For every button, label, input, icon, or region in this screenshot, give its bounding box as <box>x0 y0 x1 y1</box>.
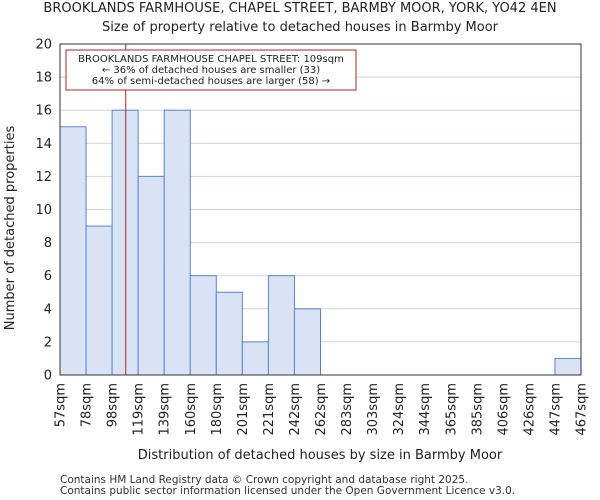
y-tick-label: 14 <box>35 137 52 152</box>
y-tick-label: 20 <box>35 38 52 53</box>
annotation-border <box>65 49 357 91</box>
bar-447sqm <box>554 357 582 376</box>
annotation-box: BROOKLANDS FARMHOUSE CHAPEL STREET: 109s… <box>65 49 357 91</box>
x-tick-label: 221sqm <box>262 383 277 436</box>
x-tick-label: 365sqm <box>444 383 459 436</box>
x-tick-label: 344sqm <box>418 383 433 436</box>
x-tick-label: 57sqm <box>54 383 69 427</box>
bar-119sqm <box>137 175 165 376</box>
x-tick-label: 119sqm <box>132 383 147 436</box>
footer-line-1: Contains HM Land Registry data © Crown c… <box>60 474 468 486</box>
chart-title: BROOKLANDS FARMHOUSE, CHAPEL STREET, BAR… <box>43 1 556 16</box>
x-tick-label: 180sqm <box>210 383 225 436</box>
bar-57sqm <box>59 126 87 376</box>
bar-201sqm <box>241 341 269 376</box>
chart-subtitle: Size of property relative to detached ho… <box>102 20 499 35</box>
x-tick-label: 98sqm <box>106 383 121 427</box>
y-tick-label: 18 <box>35 71 52 86</box>
x-tick-label: 385sqm <box>470 383 485 436</box>
bar-221sqm <box>267 275 295 376</box>
annotation-line-2: ← 36% of detached houses are smaller (33… <box>102 65 320 76</box>
y-tick-label: 2 <box>44 335 52 350</box>
x-tick-label: 283sqm <box>340 383 355 436</box>
y-tick-label: 0 <box>44 369 52 384</box>
y-axis-label: Number of detached properties <box>3 126 18 331</box>
x-tick-label: 242sqm <box>288 383 303 436</box>
bar-242sqm <box>293 308 322 376</box>
x-tick-label: 406sqm <box>496 383 511 436</box>
x-tick-label: 201sqm <box>236 383 251 436</box>
x-tick-label: 324sqm <box>392 383 407 436</box>
x-tick-label: 160sqm <box>184 383 199 436</box>
footer-line-2: Contains public sector information licen… <box>60 485 515 497</box>
y-tick-label: 16 <box>35 104 52 119</box>
plot-frame <box>59 43 582 376</box>
y-tick-label: 12 <box>35 170 52 185</box>
x-tick-label: 303sqm <box>366 383 381 436</box>
bar-78sqm <box>85 225 113 376</box>
x-tick-label: 447sqm <box>548 383 563 436</box>
x-tick-label: 139sqm <box>158 383 173 436</box>
annotation-line-1: BROOKLANDS FARMHOUSE CHAPEL STREET: 109s… <box>78 54 344 65</box>
x-axis-label: Distribution of detached houses by size … <box>138 448 503 463</box>
x-tick-label: 426sqm <box>522 383 537 436</box>
bar-98sqm <box>111 109 139 376</box>
y-tick-label: 10 <box>35 203 52 218</box>
bar-160sqm <box>189 275 217 376</box>
y-tick-label: 6 <box>44 269 52 284</box>
annotation-line-3: 64% of semi-detached houses are larger (… <box>92 76 330 87</box>
x-axis-ticks: 57sqm 78sqm 98sqm 119sqm 139sqm 160sqm 180sqm 2… <box>54 383 590 436</box>
x-tick-label: 262sqm <box>314 383 329 436</box>
y-tick-label: 4 <box>44 302 52 317</box>
y-tick-label: 8 <box>44 236 52 251</box>
bars <box>59 109 582 376</box>
x-tick-label: 467sqm <box>575 383 590 436</box>
x-tick-label: 78sqm <box>80 383 95 427</box>
bar-180sqm <box>215 291 243 376</box>
bar-139sqm <box>163 109 191 376</box>
y-axis-ticks: 0 2 4 6 8 10 12 14 16 18 20 <box>35 38 52 384</box>
